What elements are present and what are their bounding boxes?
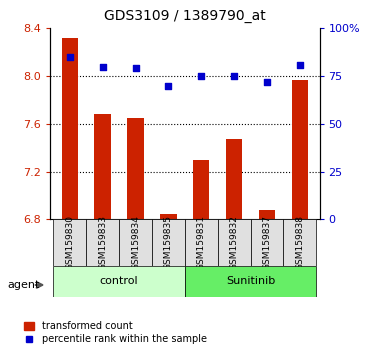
Bar: [152, 219, 185, 266]
Bar: [226, 139, 242, 219]
Point: [165, 83, 171, 88]
Text: Sunitinib: Sunitinib: [226, 276, 275, 286]
Bar: [193, 160, 209, 219]
Point: [264, 79, 270, 85]
Text: GSM159833: GSM159833: [98, 215, 107, 270]
Point: [67, 54, 73, 60]
Bar: [86, 219, 119, 266]
Point: [198, 73, 204, 79]
Bar: [127, 118, 144, 219]
Bar: [283, 219, 316, 266]
Bar: [54, 266, 185, 297]
Text: GSM159835: GSM159835: [164, 215, 173, 270]
Text: GSM159830: GSM159830: [65, 215, 74, 270]
Title: GDS3109 / 1389790_at: GDS3109 / 1389790_at: [104, 9, 266, 23]
Legend: transformed count, percentile rank within the sample: transformed count, percentile rank withi…: [24, 321, 207, 344]
Bar: [62, 38, 78, 219]
Point: [231, 73, 237, 79]
Text: GSM159837: GSM159837: [263, 215, 271, 270]
Text: GSM159832: GSM159832: [229, 215, 239, 270]
Bar: [54, 219, 86, 266]
Point: [132, 65, 139, 71]
Bar: [251, 219, 283, 266]
Text: agent: agent: [8, 280, 40, 290]
Bar: [259, 210, 275, 219]
Point: [297, 62, 303, 68]
Bar: [160, 213, 177, 219]
Text: GSM159838: GSM159838: [295, 215, 304, 270]
Bar: [185, 266, 316, 297]
Bar: [218, 219, 251, 266]
Bar: [185, 219, 218, 266]
Bar: [119, 219, 152, 266]
Bar: [94, 114, 111, 219]
Text: GSM159831: GSM159831: [197, 215, 206, 270]
Point: [100, 64, 106, 69]
Text: GSM159834: GSM159834: [131, 215, 140, 270]
Bar: [291, 80, 308, 219]
Text: control: control: [100, 276, 138, 286]
